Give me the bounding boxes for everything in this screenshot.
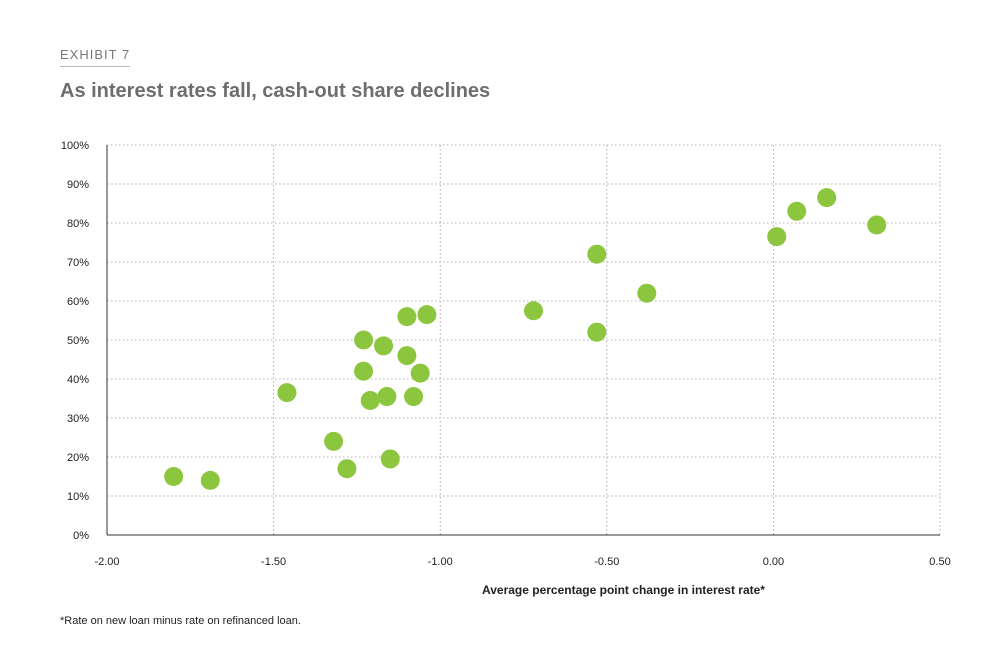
data-point (380, 449, 400, 469)
y-tick-label: 0% (73, 530, 89, 542)
data-point (867, 215, 887, 235)
x-tick-label: -1.00 (428, 556, 453, 568)
y-tick-label: 50% (67, 335, 89, 347)
y-tick-label: 100% (61, 140, 89, 152)
data-point (377, 387, 397, 407)
data-point (354, 330, 374, 350)
data-point (523, 301, 543, 321)
data-point (164, 467, 184, 486)
y-tick-label: 60% (67, 296, 89, 308)
data-point (277, 383, 297, 403)
data-point (374, 336, 394, 356)
data-point (397, 346, 417, 366)
data-point (404, 387, 424, 407)
data-point (587, 244, 607, 264)
chart-title: As interest rates fall, cash-out share d… (60, 80, 491, 102)
x-tick-label: -1.50 (261, 556, 286, 568)
data-point (817, 188, 837, 208)
data-point (410, 363, 430, 383)
data-point (767, 227, 787, 247)
y-tick-label: 10% (67, 491, 89, 503)
y-tick-label: 70% (67, 257, 89, 269)
y-tick-label: 40% (67, 374, 89, 386)
data-point (397, 307, 417, 327)
data-point (200, 470, 220, 490)
y-tick-label: 90% (67, 179, 89, 191)
footnote: *Rate on new loan minus rate on refinanc… (60, 615, 301, 627)
data-point (587, 322, 607, 342)
x-tick-label: -2.00 (94, 556, 119, 568)
x-tick-label: 0.00 (763, 556, 784, 568)
data-point (354, 361, 374, 381)
y-tick-label: 20% (67, 452, 89, 464)
y-tick-label: 30% (67, 413, 89, 425)
exhibit-label: EXHIBIT 7 (60, 47, 131, 67)
data-point (360, 390, 380, 410)
data-point (787, 201, 807, 221)
data-point (637, 283, 657, 303)
x-tick-label: -0.50 (594, 556, 619, 568)
data-point (337, 459, 357, 479)
y-tick-label: 80% (67, 218, 89, 230)
data-point (324, 431, 344, 451)
x-tick-label: 0.50 (929, 556, 950, 568)
data-point (417, 305, 437, 325)
x-axis-label: Average percentage point change in inter… (482, 583, 765, 597)
